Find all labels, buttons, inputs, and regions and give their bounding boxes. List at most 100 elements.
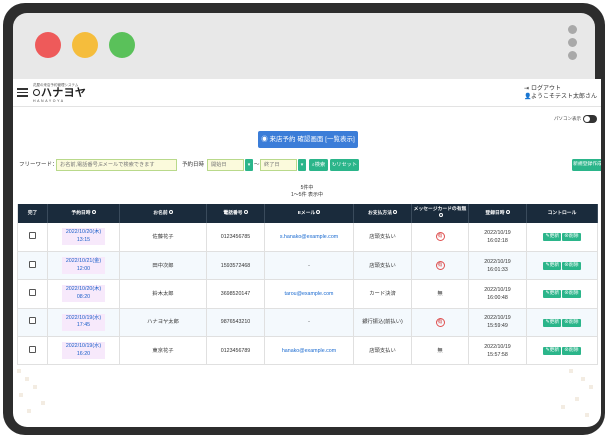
freeword-input[interactable]: お名前,電話番号,Eメールで検索できます xyxy=(56,159,177,171)
col-email[interactable]: Eメール xyxy=(264,204,354,223)
phone-number: 0123456785 xyxy=(206,223,265,252)
more-options-icon[interactable] xyxy=(568,25,578,63)
start-calendar-button[interactable]: ▾ xyxy=(245,159,253,171)
email-value: - xyxy=(308,319,310,326)
sort-icon[interactable] xyxy=(316,210,321,214)
col-control: コントロール xyxy=(526,204,598,223)
customer-name: 東京花子 xyxy=(119,336,207,366)
edit-button[interactable]: ✎更新 xyxy=(543,318,562,327)
edit-icon: ✎ xyxy=(545,348,550,354)
edit-button[interactable]: ✎更新 xyxy=(543,233,562,242)
edit-button[interactable]: ✎更新 xyxy=(543,347,562,356)
col-registered[interactable]: 登録日時 xyxy=(468,204,527,223)
table-row: 2022/10/20(木) 08:20 鈴木太郎 3698520147 tarou@ex… xyxy=(17,279,598,309)
search-button[interactable]: ⌕検索 xyxy=(309,159,328,171)
reservation-date-link[interactable]: 2022/10/19(水) 17:45 xyxy=(61,313,106,331)
delete-button[interactable]: ⊗削除 xyxy=(562,262,581,271)
pc-view-toggle[interactable]: パソコン表示 xyxy=(554,115,597,123)
delete-icon: ⊗ xyxy=(564,263,569,269)
edit-icon: ✎ xyxy=(545,234,550,240)
message-card-status: 有 xyxy=(435,317,445,327)
logo[interactable]: 花屋の来店予約管理システム ハナヨヤ HANAYOYA xyxy=(33,83,86,103)
sort-icon[interactable] xyxy=(243,210,248,214)
delete-button[interactable]: ⊗削除 xyxy=(562,347,581,356)
col-card[interactable]: メッセージカードの有無 xyxy=(411,204,469,223)
edit-icon: ✎ xyxy=(545,319,550,325)
payment-method: 銀行振込(前払い) xyxy=(353,308,412,338)
payment-method: カード決済 xyxy=(353,279,412,309)
reservation-date-link[interactable]: 2022/10/20(木) 13:15 xyxy=(61,228,106,246)
welcome-text: 👤ようこそテスト太郎さん xyxy=(523,94,597,100)
edit-icon: ✎ xyxy=(545,291,550,297)
registered-datetime: 2022/10/19 16:02:18 xyxy=(468,223,527,252)
col-phone[interactable]: 電話番号 xyxy=(206,204,265,223)
start-date-input[interactable]: 開始日 xyxy=(207,159,244,171)
email-value[interactable]: hanako@example.com xyxy=(281,347,337,354)
table-row: 2022/10/20(木) 13:15 佐藤花子 0123456785 s.hanako… xyxy=(17,223,598,252)
email-value: - xyxy=(308,262,310,269)
end-calendar-button[interactable]: ▾ xyxy=(298,159,306,171)
reservation-date-link[interactable]: 2022/10/21(金) 12:00 xyxy=(61,257,106,275)
sort-icon[interactable] xyxy=(438,213,443,217)
delete-icon: ⊗ xyxy=(564,319,569,325)
edit-button[interactable]: ✎更新 xyxy=(543,290,562,299)
logo-sub: HANAYOYA xyxy=(33,99,65,103)
sort-icon[interactable] xyxy=(168,210,173,214)
done-checkbox[interactable] xyxy=(29,317,36,325)
logout-icon: ⇥ xyxy=(523,86,530,92)
close-window-button[interactable] xyxy=(35,32,61,58)
email-value[interactable]: s.hanako@example.com xyxy=(279,233,339,240)
search-icon: ⌕ xyxy=(311,162,315,168)
delete-button[interactable]: ⊗削除 xyxy=(562,233,581,242)
device-frame: 花屋の来店予約管理システム ハナヨヤ HANAYOYA ⇥ ログアウト 👤ようこそ… xyxy=(3,3,605,435)
page-title-button[interactable]: ◉ 来店予約 確認画面 [一覧表示] xyxy=(258,131,358,148)
window-titlebar xyxy=(13,13,595,79)
menu-icon[interactable] xyxy=(17,88,28,97)
message-card-status: 無 xyxy=(437,347,443,354)
freeword-label: フリーワード： xyxy=(19,162,58,168)
logo-tagline: 花屋の来店予約管理システム xyxy=(33,83,79,87)
customer-name: 田中次郎 xyxy=(119,251,207,281)
col-datetime[interactable]: 予約日時 xyxy=(47,204,120,223)
reservation-date-link[interactable]: 2022/10/20(木) 08:20 xyxy=(61,285,106,303)
edit-button[interactable]: ✎更新 xyxy=(543,262,562,271)
new-registration-button[interactable]: 新規登録作成 xyxy=(572,159,601,171)
user-icon: 👤 xyxy=(523,94,532,100)
customer-name: ハナヨヤ太郎 xyxy=(119,308,207,338)
date-range-separator: 〜 xyxy=(254,162,260,168)
delete-button[interactable]: ⊗削除 xyxy=(562,318,581,327)
message-card-status: 無 xyxy=(437,290,443,297)
sort-icon[interactable] xyxy=(91,210,96,214)
done-checkbox[interactable] xyxy=(29,231,36,239)
logout-link[interactable]: ⇥ ログアウト xyxy=(523,86,561,92)
col-name[interactable]: お名前 xyxy=(119,204,207,223)
delete-button[interactable]: ⊗削除 xyxy=(562,290,581,299)
delete-icon: ⊗ xyxy=(564,234,569,240)
table-row: 2022/10/19(水) 16:20 東京花子 0123456789 hanako@e… xyxy=(17,336,598,366)
done-checkbox[interactable] xyxy=(29,260,36,268)
edit-icon: ✎ xyxy=(545,263,550,269)
user-menu: ⇥ ログアウト 👤ようこそテスト太郎さん xyxy=(524,85,597,101)
maximize-window-button[interactable] xyxy=(109,32,135,58)
done-checkbox[interactable] xyxy=(29,345,36,353)
search-bar: フリーワード： お名前,電話番号,Eメールで検索できます 予約日時 開始日 ▾ … xyxy=(19,159,601,172)
col-payment[interactable]: お支払方法 xyxy=(353,204,412,223)
reset-button[interactable]: ↻リセット xyxy=(330,159,359,171)
toggle-switch[interactable] xyxy=(583,115,597,123)
app-screen: 花屋の来店予約管理システム ハナヨヤ HANAYOYA ⇥ ログアウト 👤ようこそ… xyxy=(13,79,601,427)
minimize-window-button[interactable] xyxy=(72,32,98,58)
end-date-input[interactable]: 終了日 xyxy=(260,159,297,171)
phone-number: 1593572468 xyxy=(206,251,265,281)
payment-method: 店頭支払い xyxy=(353,223,412,252)
reservation-table: 完了 予約日時 お名前 電話番号 Eメール お支払方法 メッセージカードの有無 … xyxy=(17,204,598,366)
phone-number: 9876543210 xyxy=(206,308,265,338)
sort-icon[interactable] xyxy=(505,210,510,214)
reservation-date-link[interactable]: 2022/10/19(水) 16:20 xyxy=(61,342,106,360)
refresh-icon: ↻ xyxy=(331,162,337,168)
table-header: 完了 予約日時 お名前 電話番号 Eメール お支払方法 メッセージカードの有無 … xyxy=(17,204,598,223)
sort-icon[interactable] xyxy=(393,210,397,214)
done-checkbox[interactable] xyxy=(29,288,36,296)
email-value[interactable]: tarou@example.com xyxy=(284,290,334,297)
result-total: 5件中 xyxy=(300,185,314,191)
customer-name: 鈴木太郎 xyxy=(119,279,207,309)
